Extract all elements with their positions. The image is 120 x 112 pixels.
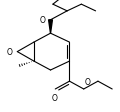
Text: O: O — [84, 77, 90, 86]
Polygon shape — [49, 21, 52, 34]
Text: O: O — [52, 94, 58, 102]
Text: O: O — [39, 16, 45, 25]
Text: O: O — [7, 47, 13, 56]
